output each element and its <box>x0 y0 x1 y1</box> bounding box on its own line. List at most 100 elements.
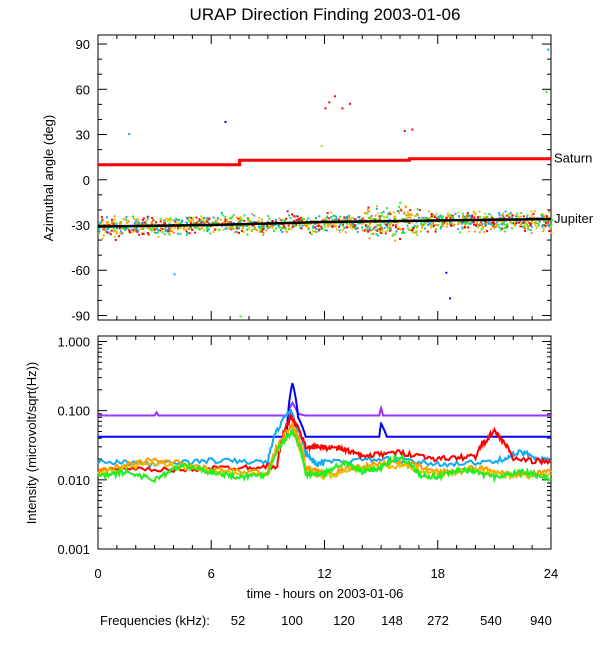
scatter-point <box>437 215 440 218</box>
scatter-point <box>503 217 506 220</box>
scatter-point <box>135 226 138 229</box>
scatter-point <box>235 225 238 228</box>
scatter-point <box>239 216 242 219</box>
scatter-point <box>374 218 377 221</box>
scatter-point <box>323 223 326 226</box>
scatter-point <box>325 229 328 232</box>
scatter-point <box>288 214 291 217</box>
scatter-point <box>137 222 140 225</box>
scatter-point <box>375 233 378 236</box>
scatter-point <box>328 223 331 226</box>
scatter-point <box>426 230 429 233</box>
scatter-point <box>146 227 149 230</box>
scatter-point <box>510 215 513 218</box>
scatter-point <box>236 227 239 230</box>
scatter-point <box>375 225 378 228</box>
scatter-point <box>141 219 144 222</box>
scatter-point <box>391 234 394 237</box>
scatter-point <box>446 214 449 217</box>
scatter-point <box>312 225 315 228</box>
scatter-point <box>173 227 176 230</box>
scatter-point <box>543 220 546 223</box>
scatter-point <box>412 226 415 229</box>
scatter-point <box>164 230 167 233</box>
scatter-point <box>421 225 424 228</box>
scatter-point <box>174 217 177 220</box>
scatter-point <box>509 221 512 224</box>
scatter-point <box>530 225 533 228</box>
scatter-point <box>394 216 397 219</box>
scatter-point <box>206 217 209 220</box>
scatter-point <box>446 212 449 215</box>
scatter-point <box>271 220 274 223</box>
scatter-point <box>476 220 479 223</box>
scatter-point <box>315 228 318 231</box>
scatter-point <box>518 221 521 224</box>
scatter-point <box>433 216 436 219</box>
y-tick-label: -60 <box>71 263 90 278</box>
scatter-point <box>429 222 432 225</box>
scatter-point <box>394 226 397 229</box>
scatter-point <box>445 217 448 220</box>
scatter-point <box>376 229 379 232</box>
scatter-point <box>372 232 375 235</box>
scatter-point <box>494 226 497 229</box>
scatter-point <box>352 223 355 226</box>
scatter-point <box>165 229 168 232</box>
scatter-point <box>482 227 485 230</box>
scatter-point <box>401 231 404 234</box>
scatter-point <box>449 221 452 224</box>
scatter-point <box>195 222 198 225</box>
scatter-point <box>330 216 333 219</box>
x-tick-labels: 0 6 12 18 24 <box>94 566 558 581</box>
scatter-point <box>167 228 170 231</box>
scatter-point <box>406 221 409 224</box>
scatter-point <box>303 218 306 221</box>
outlier-point <box>173 273 176 276</box>
scatter-point <box>523 229 526 232</box>
scatter-point <box>401 217 404 220</box>
scatter-point <box>159 220 162 223</box>
scatter-point <box>379 226 382 229</box>
scatter-point <box>345 215 348 218</box>
y-tick-label: 0.010 <box>57 473 90 488</box>
scatter-point <box>142 217 145 220</box>
scatter-point <box>503 226 506 229</box>
scatter-point <box>224 227 227 230</box>
scatter-point <box>100 216 103 219</box>
scatter-point <box>464 226 467 229</box>
scatter-point <box>457 223 460 226</box>
scatter-point <box>296 219 299 222</box>
scatter-point <box>379 228 382 231</box>
scatter-point <box>260 230 263 233</box>
scatter-point <box>202 221 205 224</box>
scatter-point <box>229 221 232 224</box>
scatter-point <box>415 221 418 224</box>
scatter-point <box>442 224 445 227</box>
scatter-point <box>239 224 242 227</box>
scatter-point <box>443 221 446 224</box>
scatter-point <box>395 230 398 233</box>
scatter-point <box>154 228 157 231</box>
scatter-point <box>173 231 176 234</box>
scatter-point <box>240 218 243 221</box>
scatter-point <box>317 222 320 225</box>
legend-entry-940: 940 <box>530 613 552 628</box>
scatter-point <box>436 223 439 226</box>
scatter-point <box>253 214 256 217</box>
scatter-point <box>202 219 205 222</box>
scatter-point <box>452 217 455 220</box>
scatter-point <box>424 217 427 220</box>
scatter-point <box>439 214 442 217</box>
scatter-point <box>137 229 140 232</box>
scatter-point <box>357 216 360 219</box>
scatter-point <box>411 226 414 229</box>
scatter-point <box>336 228 339 231</box>
scatter-point <box>548 229 551 232</box>
scatter-point <box>467 230 470 233</box>
scatter-point <box>246 228 249 231</box>
scatter-point <box>409 213 412 216</box>
scatter-point <box>376 218 379 221</box>
frequency-legend: Frequencies (kHz): 52 100 120 148 272 540 940 <box>100 613 552 628</box>
scatter-point <box>534 224 537 227</box>
